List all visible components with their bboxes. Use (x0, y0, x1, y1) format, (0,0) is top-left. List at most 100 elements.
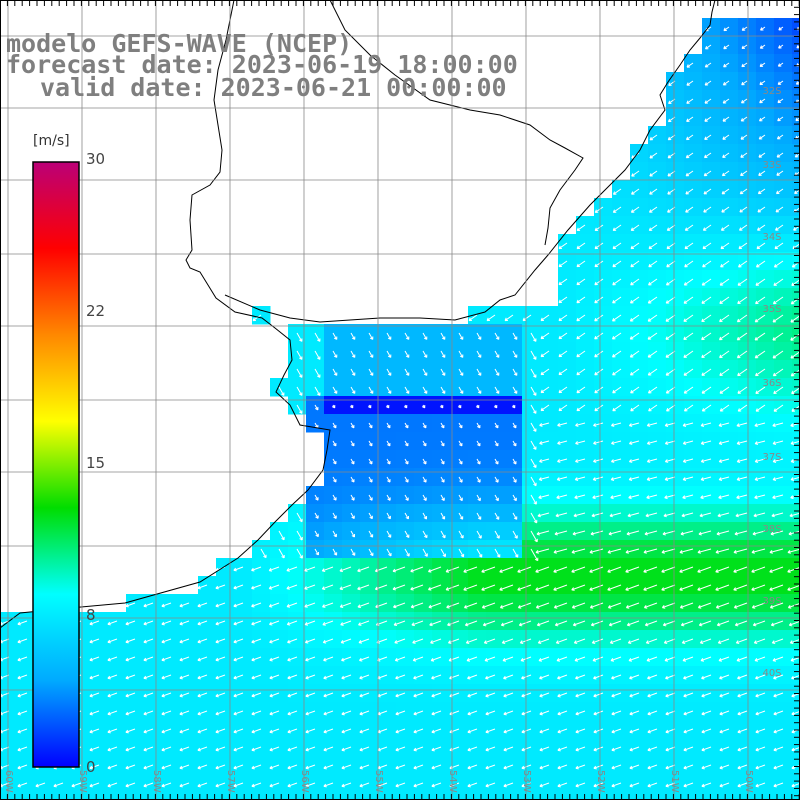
wind-cell (450, 774, 469, 793)
wind-arrow (476, 386, 482, 394)
wind-arrow (592, 494, 604, 500)
wind-arrow (350, 332, 356, 340)
wind-arrow (648, 404, 658, 412)
wind-cell (522, 720, 541, 739)
wind-cell (738, 666, 757, 685)
wind-arrow (350, 494, 355, 501)
wind-arrow (684, 242, 694, 250)
wind-arrow (719, 278, 730, 286)
wind-cell (324, 774, 343, 793)
wind-cell (594, 486, 613, 505)
wind-arrow (269, 638, 280, 644)
wind-cell (540, 504, 559, 523)
wind-cell (612, 774, 631, 793)
wind-arrow (645, 512, 658, 518)
wind-arrow (431, 728, 442, 734)
wind-arrow (589, 584, 604, 591)
wind-cell (414, 756, 433, 775)
wind-cell (684, 144, 703, 163)
wind-arrow (368, 548, 374, 557)
wind-cell (702, 504, 721, 523)
wind-cell (702, 378, 721, 397)
wind-cell (684, 360, 703, 379)
wind-cell (540, 414, 559, 433)
wind-cell (702, 468, 721, 487)
wind-cell (792, 504, 800, 523)
wind-arrow (722, 116, 730, 122)
wind-arrow (736, 476, 748, 481)
wind-cell (126, 774, 145, 793)
wind-arrow (161, 782, 172, 788)
wind-cell (774, 36, 793, 55)
wind-cell (288, 630, 307, 649)
wind-arrow (296, 512, 303, 523)
wind-arrow (679, 602, 694, 609)
wind-cell (666, 432, 685, 451)
wind-arrow (179, 782, 190, 788)
wind-arrow (404, 368, 410, 376)
wind-arrow (628, 458, 640, 463)
wind-arrow (269, 764, 280, 770)
wind-cell (162, 756, 181, 775)
wind-arrow (630, 224, 640, 231)
wind-arrow (733, 584, 748, 591)
wind-arrow (771, 638, 784, 644)
wind-arrow (629, 314, 640, 322)
wind-cell (720, 306, 739, 325)
wind-cell (756, 738, 775, 757)
wind-cell (684, 378, 703, 397)
wind-arrow (683, 674, 694, 680)
wind-arrow (476, 422, 481, 429)
wind-cell (738, 648, 757, 667)
wind-cell (720, 180, 739, 199)
wind-arrow (430, 656, 442, 662)
wind-cell (684, 612, 703, 631)
wind-arrow (664, 440, 676, 445)
wind-cell (306, 792, 325, 800)
wind-cell (756, 180, 775, 199)
wind-cell (108, 648, 127, 667)
wind-cell (774, 324, 793, 343)
wind-cell (702, 306, 721, 325)
wind-cell (198, 630, 217, 649)
wind-cell (306, 612, 325, 631)
wind-cell (468, 558, 487, 577)
wind-cell (324, 702, 343, 721)
wind-cell (720, 450, 739, 469)
wind-cell (756, 756, 775, 775)
wind-arrow (769, 602, 784, 609)
wind-arrow (411, 620, 424, 627)
wind-arrow (512, 548, 519, 558)
wind-arrow (611, 440, 622, 445)
wind-arrow (754, 350, 766, 359)
wind-arrow (458, 440, 463, 447)
wind-arrow (662, 530, 676, 536)
wind-cell (558, 324, 577, 343)
wind-arrow (107, 674, 118, 680)
wind-cell (0, 720, 19, 739)
wind-arrow (394, 638, 406, 644)
wind-cell (720, 108, 739, 127)
wind-cell (468, 630, 487, 649)
lon-label: 50W (743, 770, 754, 793)
wind-cell (126, 792, 145, 800)
wind-cell (612, 594, 631, 613)
wind-arrow (663, 512, 676, 518)
wind-arrow (758, 170, 766, 176)
wind-cell (720, 144, 739, 163)
wind-arrow (429, 620, 442, 627)
wind-arrow (665, 314, 676, 322)
wind-arrow (413, 710, 424, 716)
wind-arrow (644, 620, 658, 627)
wind-arrow (593, 674, 604, 680)
wind-arrow (701, 404, 712, 412)
wind-arrow (612, 242, 622, 250)
wind-cell (558, 288, 577, 307)
wind-arrow (629, 764, 640, 770)
wind-cell (594, 720, 613, 739)
wind-cell (702, 108, 721, 127)
wind-cell (486, 792, 505, 800)
wind-arrow (107, 710, 118, 716)
wind-arrow (422, 494, 427, 501)
wind-cell (396, 756, 415, 775)
